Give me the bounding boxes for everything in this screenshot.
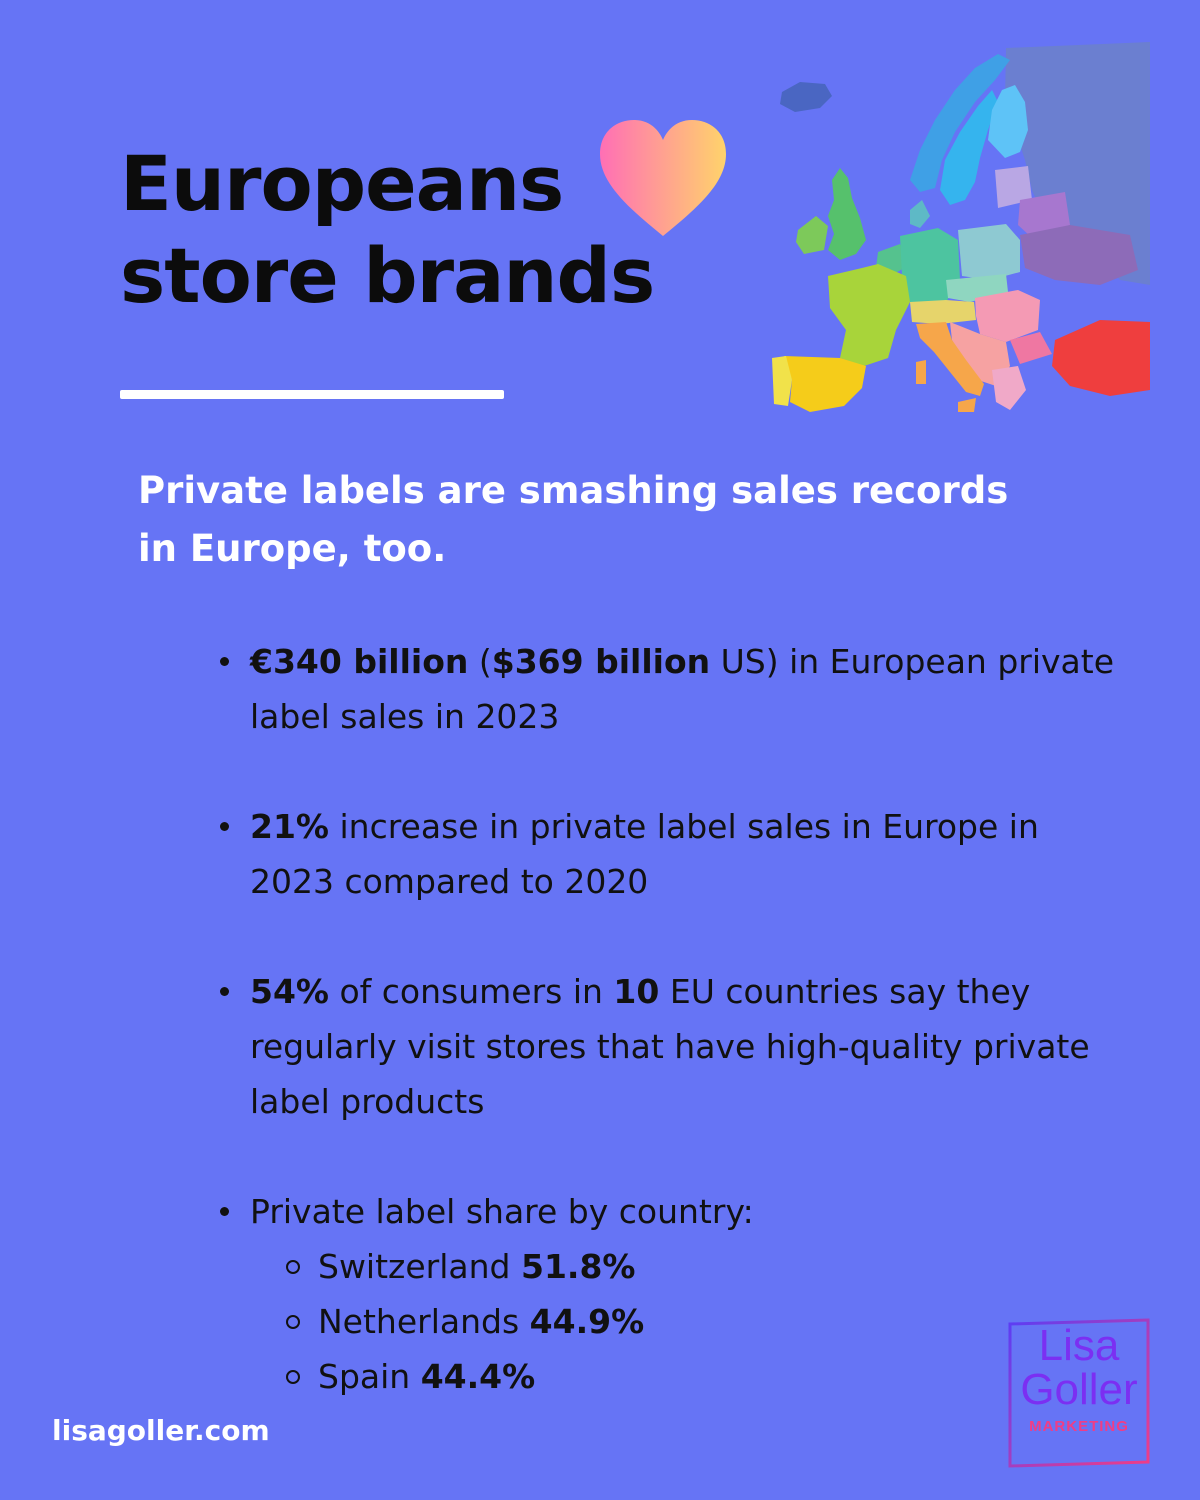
list-item-consumers: 54% of consumers in 10 EU countries say … bbox=[218, 964, 1118, 1129]
heart-icon bbox=[600, 120, 726, 236]
brand-logo: Lisa Goller MARKETING bbox=[1006, 1318, 1152, 1468]
country-value: 51.8% bbox=[520, 1247, 636, 1286]
fact-bold: €340 billion bbox=[250, 642, 469, 681]
list-item-country: Switzerland 51.8% bbox=[286, 1239, 1118, 1294]
country-name: Netherlands bbox=[318, 1302, 530, 1341]
list-item-country: Spain 44.4% bbox=[286, 1349, 1118, 1404]
fact-bold: 21% bbox=[250, 807, 329, 846]
country-share-list: Switzerland 51.8% Netherlands 44.9% Spai… bbox=[250, 1239, 1118, 1404]
fact-bold: 54% bbox=[250, 972, 329, 1011]
title-line-1: Europeans bbox=[120, 139, 564, 228]
fact-text: increase in private label sales in Europ… bbox=[250, 807, 1039, 901]
country-value: 44.4% bbox=[420, 1357, 536, 1396]
logo-line-3: MARKETING bbox=[1029, 1418, 1129, 1435]
fact-text: Private label share by country: bbox=[250, 1192, 754, 1231]
fact-text: US) in European private label sales in 2… bbox=[250, 642, 1115, 736]
fact-text: ( bbox=[468, 642, 492, 681]
logo-frame bbox=[1008, 1318, 1150, 1468]
logo-line-2: Goller bbox=[1020, 1365, 1138, 1414]
subtitle: Private labels are smashing sales record… bbox=[138, 469, 1009, 570]
country-name: Switzerland bbox=[318, 1247, 521, 1286]
page-title: Europeans store brands bbox=[120, 138, 655, 322]
fact-bold: $369 billion bbox=[491, 642, 711, 681]
list-item-increase: 21% increase in private label sales in E… bbox=[218, 799, 1118, 909]
list-item-country-share: Private label share by country: Switzerl… bbox=[218, 1184, 1118, 1404]
logo-line-1: Lisa bbox=[1038, 1321, 1120, 1370]
title-divider bbox=[120, 390, 504, 399]
facts-list: €340 billion ($369 billion US) in Europe… bbox=[218, 634, 1118, 1404]
country-value: 44.9% bbox=[529, 1302, 645, 1341]
list-item-sales: €340 billion ($369 billion US) in Europe… bbox=[218, 634, 1118, 744]
europe-map-icon bbox=[772, 42, 1150, 412]
fact-text: of consumers in bbox=[329, 972, 614, 1011]
website-url: lisagoller.com bbox=[52, 1414, 270, 1447]
country-name: Spain bbox=[318, 1357, 421, 1396]
fact-bold: 10 bbox=[613, 972, 660, 1011]
fact-text: EU countries say they regularly visit st… bbox=[250, 972, 1090, 1121]
title-line-2: store brands bbox=[120, 231, 655, 320]
list-item-country: Netherlands 44.9% bbox=[286, 1294, 1118, 1349]
